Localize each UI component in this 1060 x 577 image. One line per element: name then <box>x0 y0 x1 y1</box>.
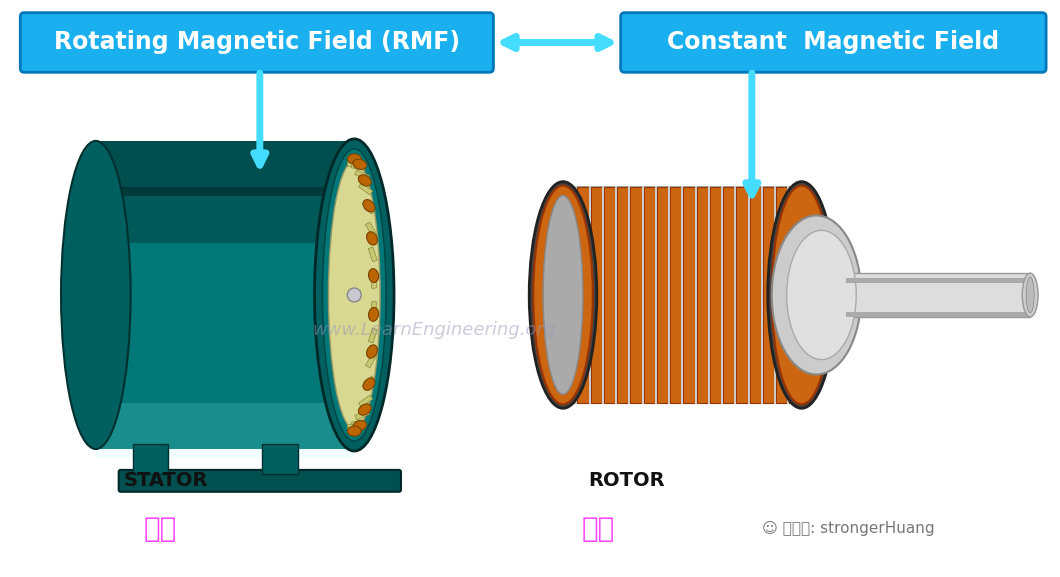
Ellipse shape <box>1022 273 1038 317</box>
Bar <box>363 376 375 389</box>
Bar <box>368 247 377 262</box>
Bar <box>696 186 708 403</box>
Ellipse shape <box>348 426 361 436</box>
Bar <box>631 186 641 403</box>
Bar <box>95 403 354 458</box>
Bar <box>262 444 298 474</box>
Bar <box>763 186 774 403</box>
Bar <box>846 278 1030 283</box>
Text: STATOR: STATOR <box>123 471 208 490</box>
Bar <box>351 419 366 427</box>
Ellipse shape <box>353 159 367 170</box>
FancyBboxPatch shape <box>20 13 493 72</box>
Bar <box>643 186 655 403</box>
Bar <box>368 328 377 343</box>
Text: Constant  Magnetic Field: Constant Magnetic Field <box>668 31 1000 54</box>
Bar <box>710 186 721 403</box>
Bar <box>95 357 354 412</box>
Bar <box>363 200 375 214</box>
Bar <box>95 141 354 196</box>
Bar <box>602 186 604 404</box>
Bar <box>657 186 668 403</box>
Bar <box>761 186 763 404</box>
Ellipse shape <box>348 154 361 164</box>
Ellipse shape <box>369 308 378 321</box>
Ellipse shape <box>61 141 130 449</box>
Bar <box>348 424 361 429</box>
Bar <box>774 186 776 404</box>
FancyBboxPatch shape <box>621 13 1046 72</box>
Bar <box>641 186 643 404</box>
Ellipse shape <box>787 230 856 359</box>
Bar <box>655 186 657 404</box>
Text: ☺ 微信号: strongerHuang: ☺ 微信号: strongerHuang <box>762 521 935 536</box>
Bar <box>629 186 631 404</box>
Bar <box>682 186 684 404</box>
Bar <box>578 186 588 403</box>
Bar <box>684 186 694 403</box>
Bar <box>355 410 370 420</box>
Bar <box>564 186 576 403</box>
Text: ROTOR: ROTOR <box>588 471 665 490</box>
Ellipse shape <box>767 182 835 409</box>
Bar <box>776 186 788 403</box>
Ellipse shape <box>367 345 377 358</box>
Ellipse shape <box>533 186 593 404</box>
FancyBboxPatch shape <box>95 141 354 449</box>
Bar <box>95 187 354 242</box>
Text: www.LearnEngineering.org: www.LearnEngineering.org <box>313 321 555 339</box>
Bar <box>694 186 696 404</box>
FancyBboxPatch shape <box>119 470 401 492</box>
Bar <box>670 186 682 403</box>
Ellipse shape <box>358 404 371 415</box>
Bar <box>370 274 376 288</box>
Bar <box>749 186 761 403</box>
Ellipse shape <box>772 186 831 404</box>
Bar <box>604 186 615 403</box>
Bar <box>351 163 366 170</box>
Ellipse shape <box>315 139 394 451</box>
Text: 转子: 转子 <box>581 515 615 542</box>
Bar <box>747 186 749 404</box>
Ellipse shape <box>364 200 375 212</box>
Ellipse shape <box>329 161 381 429</box>
Ellipse shape <box>369 269 378 283</box>
Bar <box>846 273 1030 317</box>
Bar <box>737 186 747 403</box>
Bar <box>358 183 373 195</box>
Bar <box>348 161 361 166</box>
Ellipse shape <box>1026 277 1035 313</box>
Ellipse shape <box>543 196 583 394</box>
Bar <box>617 186 629 403</box>
Bar <box>358 395 373 407</box>
Bar <box>355 170 370 180</box>
Ellipse shape <box>772 215 861 374</box>
Ellipse shape <box>364 378 375 390</box>
Bar <box>576 186 578 404</box>
Ellipse shape <box>529 182 597 409</box>
Text: 定子: 定子 <box>144 515 177 542</box>
Ellipse shape <box>358 175 371 186</box>
Bar <box>790 186 800 403</box>
Bar <box>846 312 1030 317</box>
Bar <box>788 186 790 404</box>
Ellipse shape <box>353 421 367 431</box>
Bar <box>588 186 590 404</box>
Bar <box>668 186 670 404</box>
Ellipse shape <box>348 288 361 302</box>
Text: Rotating Magnetic Field (RMF): Rotating Magnetic Field (RMF) <box>54 31 460 54</box>
Bar <box>615 186 617 404</box>
Bar <box>563 186 801 404</box>
Bar <box>735 186 737 404</box>
Bar <box>366 222 376 237</box>
Bar <box>132 444 169 474</box>
Bar <box>723 186 735 403</box>
Bar <box>370 302 376 316</box>
Ellipse shape <box>367 232 377 245</box>
Bar <box>708 186 710 404</box>
Bar <box>590 186 602 403</box>
Bar <box>366 353 376 368</box>
Ellipse shape <box>322 149 386 441</box>
Bar <box>721 186 723 404</box>
